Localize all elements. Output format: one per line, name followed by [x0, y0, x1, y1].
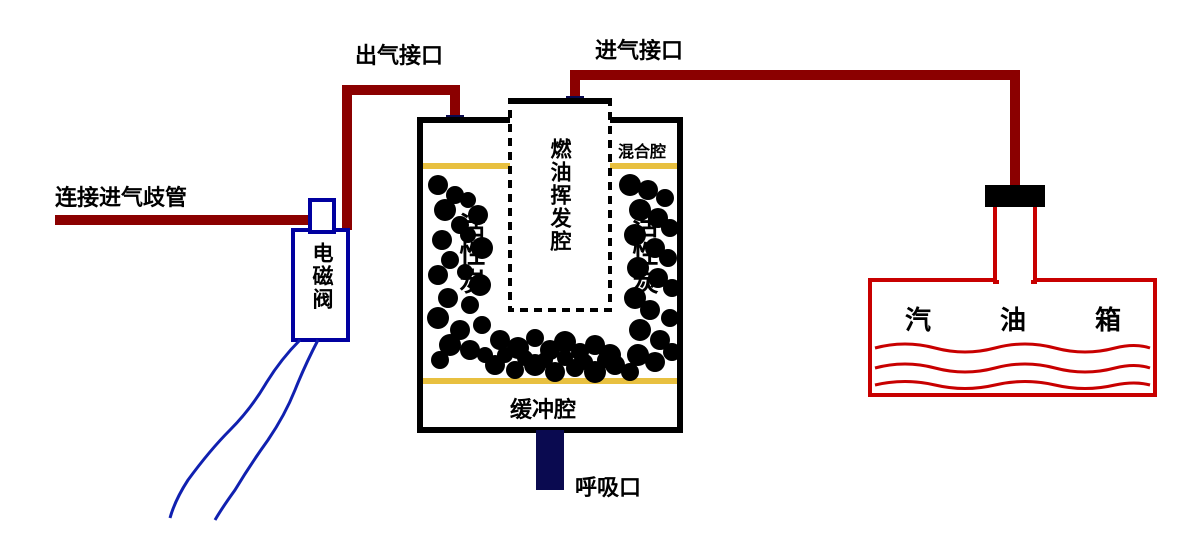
label-solenoid-valve: 电磁阀 — [307, 242, 337, 311]
pipe-valve-right — [342, 85, 460, 95]
breathing-port — [536, 430, 564, 490]
label-fuel-evap: 燃油挥发腔 — [545, 138, 575, 253]
label-intake-manifold: 连接进气歧管 — [55, 180, 187, 212]
fuel-tank-neck — [995, 200, 1035, 282]
label-tank-2: 油 — [1000, 300, 1026, 337]
inner-chamber-top — [508, 98, 612, 104]
label-breathing: 呼吸口 — [575, 470, 641, 502]
label-carbon-right: 活性炭 — [625, 212, 662, 296]
pipe-tank-down — [1010, 70, 1020, 190]
label-outlet-port: 出气接口 — [355, 38, 443, 70]
label-inlet-port: 进气接口 — [595, 33, 683, 65]
label-carbon-left: 活性炭 — [452, 212, 489, 296]
label-mixing: 混合腔 — [618, 138, 666, 162]
label-tank-1: 汽 — [905, 300, 931, 337]
pipe-valve-up — [342, 85, 352, 230]
pipe-to-tank — [570, 70, 1020, 80]
fuel-tank-body — [870, 280, 1155, 395]
fuel-tank-cap — [985, 185, 1045, 207]
fuel-tank-neck-mask — [999, 276, 1031, 286]
pipe-manifold — [55, 215, 315, 225]
valve-top-stub — [310, 200, 334, 232]
diagram-svg — [0, 0, 1194, 533]
label-buffer: 缓冲腔 — [510, 392, 576, 424]
label-tank-3: 箱 — [1095, 300, 1121, 337]
